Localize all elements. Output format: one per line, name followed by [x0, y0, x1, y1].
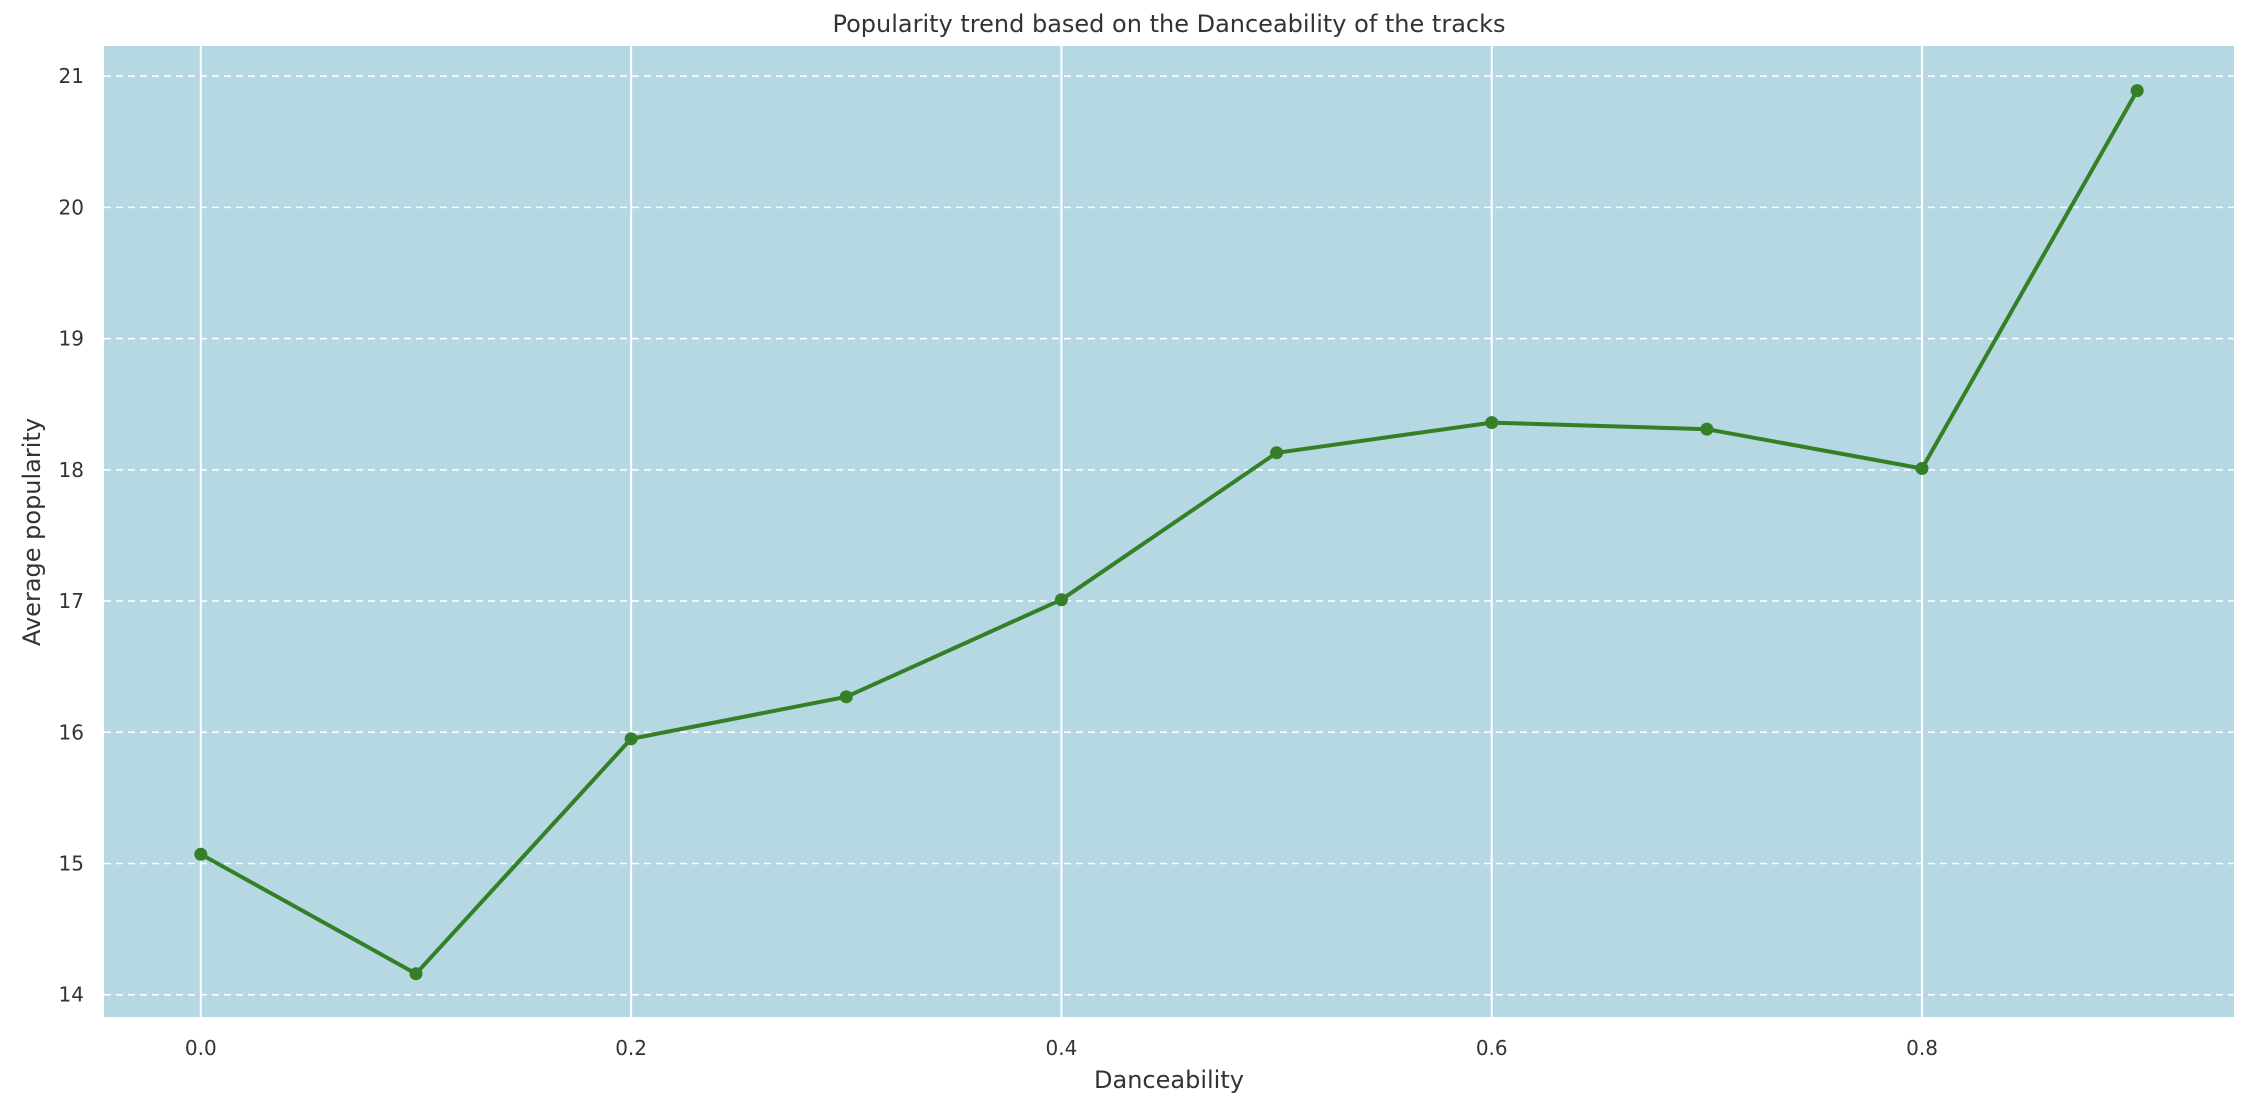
y-tick-label: 16	[59, 720, 84, 744]
data-point	[1270, 446, 1284, 460]
x-tick-label: 0.8	[1906, 1036, 1938, 1060]
data-point	[1915, 462, 1929, 476]
data-point	[194, 847, 208, 861]
y-tick-label: 14	[59, 983, 84, 1007]
x-tick-label: 0.0	[185, 1036, 217, 1060]
x-axis-label: Danceability	[1094, 1066, 1244, 1094]
data-point	[1054, 593, 1068, 607]
y-grid	[104, 75, 2234, 996]
data-point	[1485, 416, 1499, 430]
plot-background	[104, 46, 2234, 1017]
x-tick-label: 0.4	[1046, 1036, 1078, 1060]
data-point	[2130, 84, 2144, 98]
series-layer	[194, 84, 2144, 981]
series-line	[199, 89, 2139, 976]
y-tick-label: 15	[59, 851, 84, 875]
y-tick-label: 21	[59, 64, 84, 88]
data-point	[624, 732, 638, 746]
y-tick-label: 19	[59, 327, 84, 351]
y-tick-label: 17	[59, 589, 84, 613]
chart-title: Popularity trend based on the Danceabili…	[832, 10, 1505, 38]
x-tick-label: 0.2	[615, 1036, 647, 1060]
x-tick-label: 0.6	[1476, 1036, 1508, 1060]
y-axis-label: Average popularity	[18, 418, 46, 646]
x-tick-labels: 0.0 0.2 0.4 0.6 0.8	[185, 1036, 1938, 1060]
y-tick-labels: 14 15 16 17 18 19 20 21	[59, 64, 84, 1007]
data-point	[409, 967, 423, 981]
data-point	[839, 690, 853, 704]
y-tick-label: 18	[59, 458, 84, 482]
data-point	[1700, 422, 1714, 436]
y-tick-label: 20	[59, 195, 84, 219]
